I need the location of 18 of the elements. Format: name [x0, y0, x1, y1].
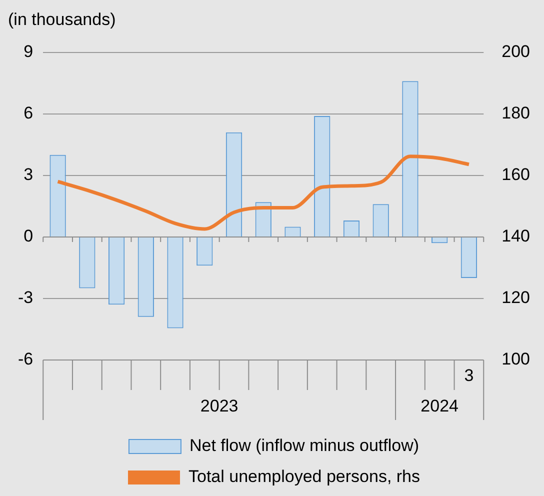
y-tick-label: 3 [24, 165, 34, 184]
legend-label: Total unemployed persons, rhs [188, 467, 420, 486]
y-tick-label: 0 [24, 226, 34, 246]
y-tick-label: -6 [18, 350, 34, 369]
y2-tick-label: 160 [502, 165, 530, 184]
y-tick-label: -3 [18, 288, 34, 308]
y-tick-label: 9 [24, 42, 34, 62]
y2-tick-label: 180 [502, 104, 530, 123]
y2-tick-label: 100 [502, 350, 530, 369]
y2-tick-label: 140 [502, 226, 530, 246]
y-tick-label: 6 [24, 104, 34, 123]
text: 2023 [200, 396, 238, 416]
y2-tick-label: 200 [502, 42, 530, 62]
y2-tick-label: 120 [502, 288, 530, 308]
chart-title: (in thousands) [8, 10, 116, 29]
line-series [56, 154, 471, 231]
legend-label: Net flow (inflow minus outflow) [189, 436, 420, 456]
text: 2024 [420, 396, 458, 416]
